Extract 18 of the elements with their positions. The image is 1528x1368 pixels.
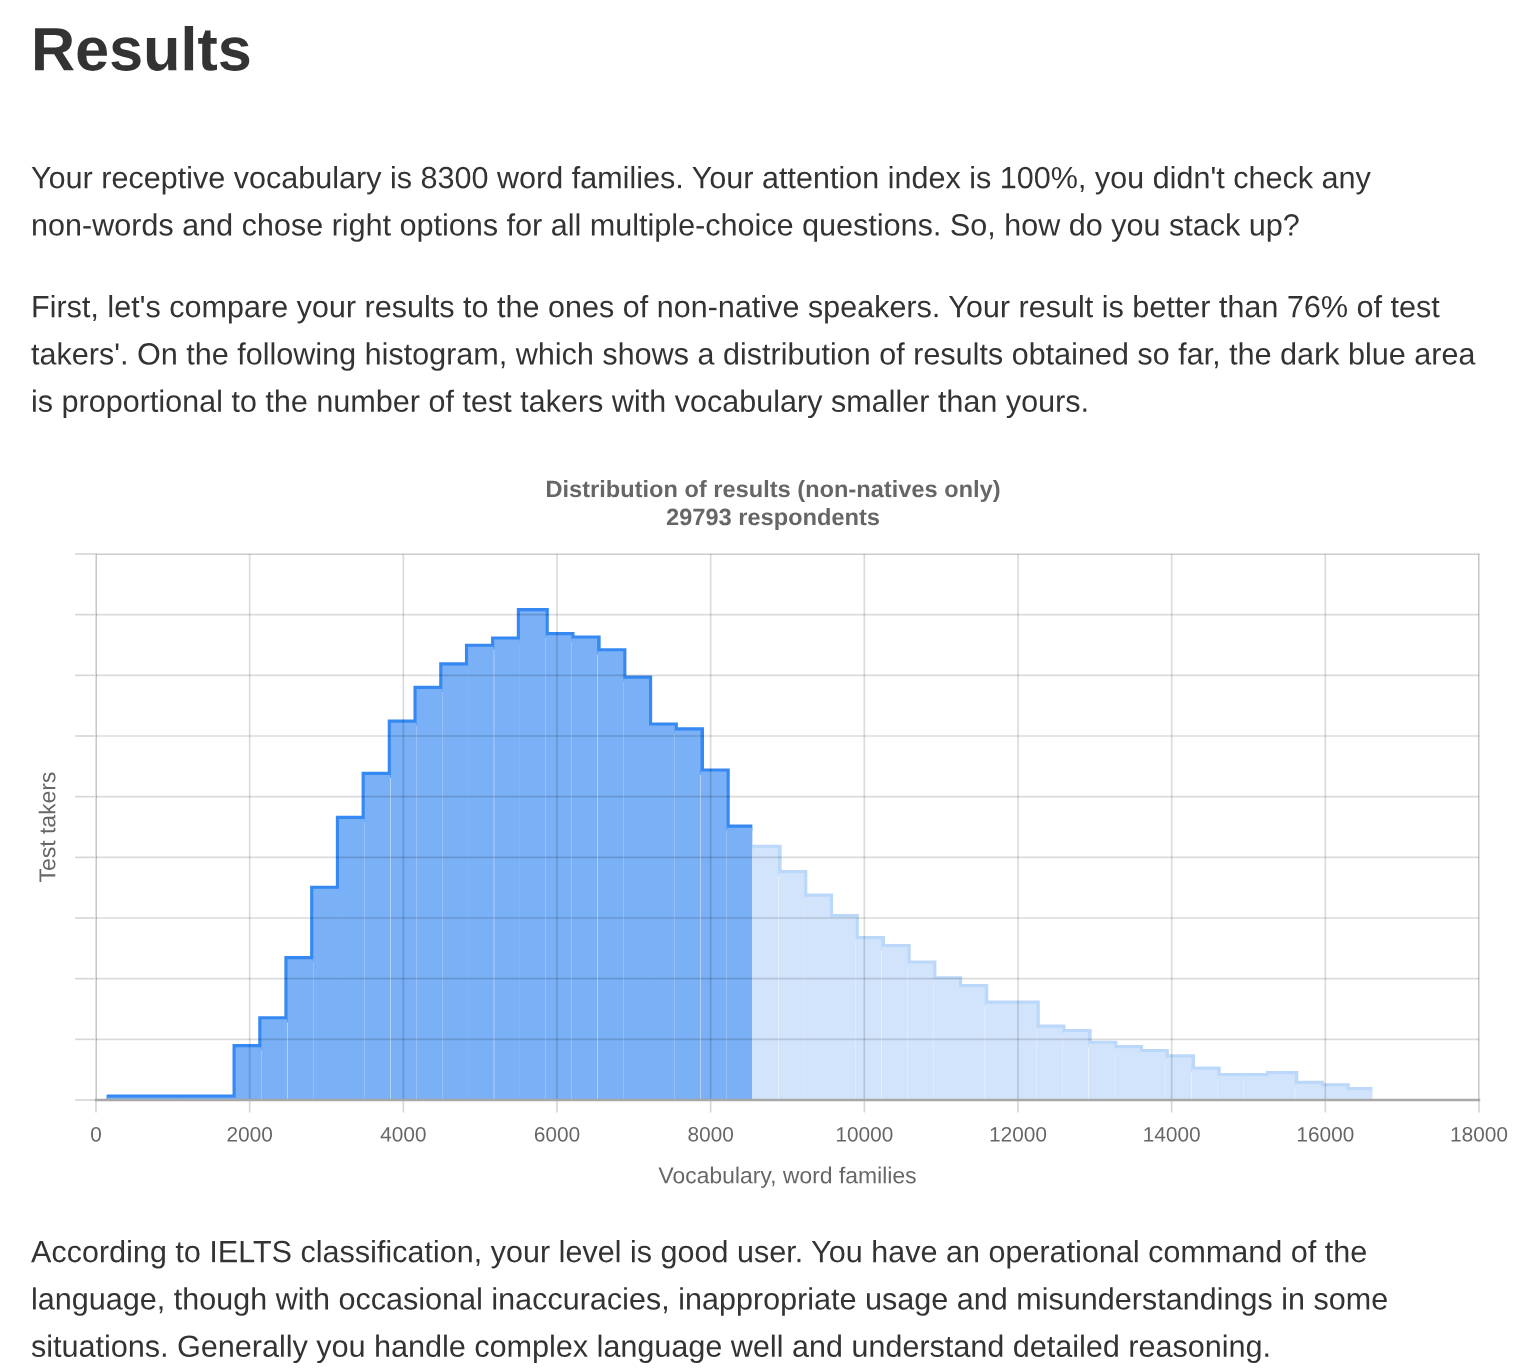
x-tick-label: 0	[91, 1126, 101, 1142]
text: According to IELTS classification, your level is good user. You have an operational command of the language, though with occasional inaccuracies, inappropriate usage and misunderstandings in some situations. Generally you handle complex language well and understand detailed reasoning.	[31, 1240, 1387, 1364]
chart-subtitle: 29793 respondents	[666, 507, 879, 530]
chart-title: Distribution of results (non-natives only)	[547, 479, 1000, 503]
text: First, let's compare your results to the ones of non-native speakers. Your result is better than 76% of test takers'. On the following histogram, which shows a distribution of results obtained so far, the dark blue area is proportional to the number of test takers with vocabulary smaller than yours.	[31, 295, 1476, 419]
y-axis-title: Test takers	[38, 772, 56, 882]
x-tick-label: 8000	[688, 1126, 734, 1142]
x-tick-label: 12000	[990, 1126, 1047, 1142]
x-tick-label: 16000	[1297, 1126, 1354, 1142]
x-tick-label: 4000	[380, 1126, 426, 1142]
text: Your receptive vocabulary is 8300 word families. Your attention index is 100%, you didn't check any non-words and chose right options for all multiple-choice questions. So, how do you stack up?	[31, 166, 1371, 242]
x-tick-label: 10000	[836, 1126, 893, 1142]
x-tick-label: 2000	[227, 1126, 273, 1142]
x-tick-label: 18000	[1451, 1126, 1508, 1142]
x-axis-title: Vocabulary, word families	[658, 1166, 916, 1188]
text: Results	[35, 26, 250, 71]
x-tick-label: 6000	[534, 1126, 580, 1142]
x-tick-label: 14000	[1144, 1126, 1200, 1142]
